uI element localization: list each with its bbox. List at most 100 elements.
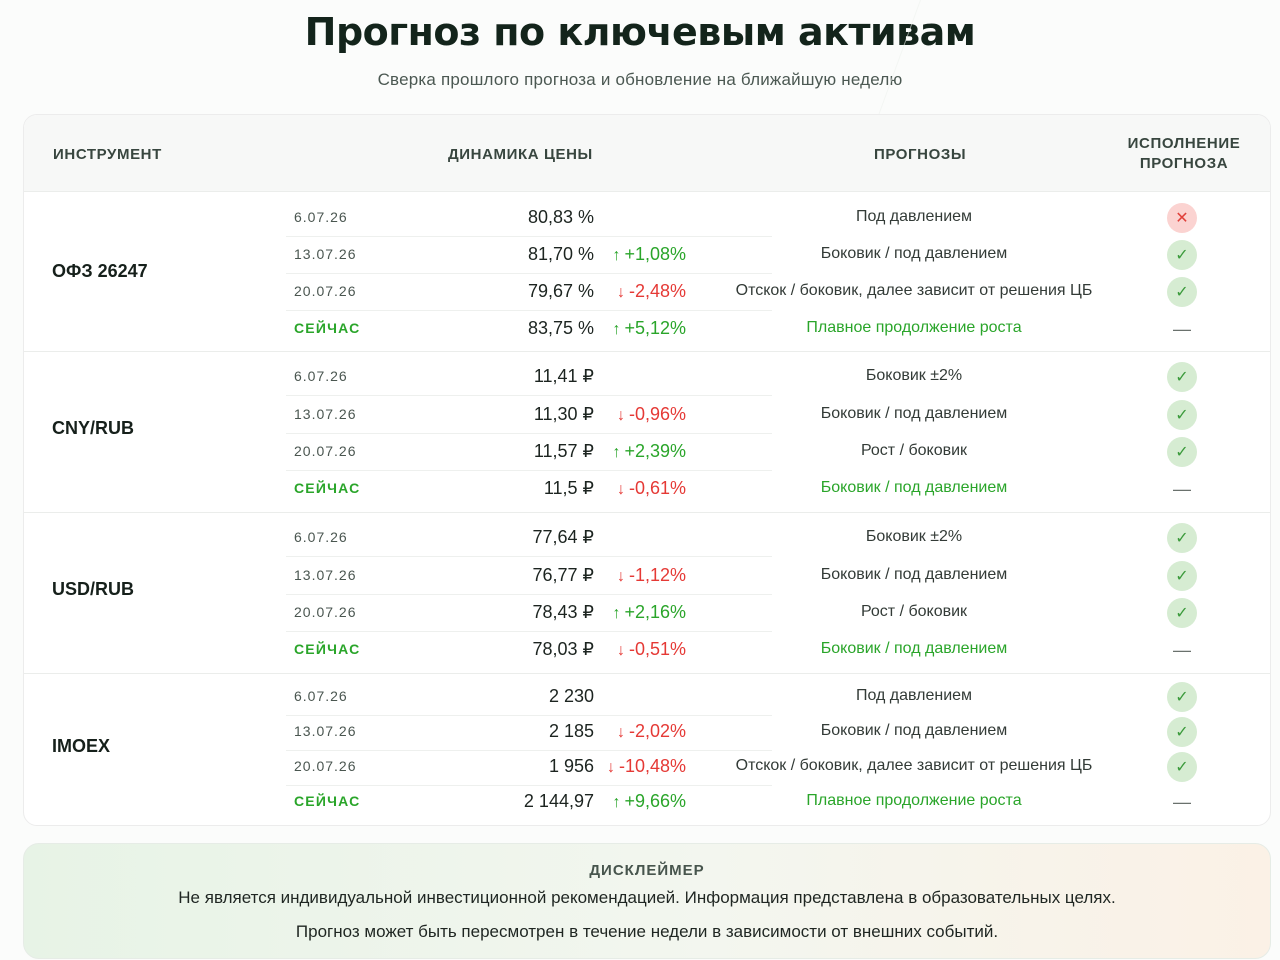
price-change: ↑ +2,39% [596, 441, 686, 462]
instrument-group: IMOEX 6.07.26 2 230 Под давлением ✓ 13.07.26 2… [24, 674, 1270, 824]
price-value: 2 230 [548, 686, 594, 706]
arrow-down-icon: ↓ [606, 759, 615, 776]
arrow-down-icon: ↓ [616, 481, 625, 498]
table-row: 20.07.26 78,43 ₽ ↑ +2,16% Рост / боковик ✓ [24, 595, 1270, 632]
arrow-up-icon: ↑ [612, 444, 621, 461]
price-value: 78,43 ₽ [532, 602, 595, 622]
forecast-text: Боковик / под давлением [820, 640, 1008, 657]
row-date: 20.07.26 [294, 758, 357, 774]
check-icon: ✓ [1167, 400, 1197, 430]
forecast-text: Рост / боковик [860, 603, 968, 620]
price-change: ↓ -1,12% [596, 565, 686, 586]
table-row: 13.07.26 76,77 ₽ ↓ -1,12% Боковик / под давл… [24, 558, 1270, 595]
row-date: 13.07.26 [294, 723, 357, 739]
row-divider [286, 470, 772, 471]
check-icon: ✓ [1167, 277, 1197, 307]
price-value: 78,03 ₽ [532, 639, 595, 659]
table-row: 13.07.26 11,30 ₽ ↓ -0,96% Боковик / под давл… [24, 397, 1270, 434]
change-percent: +9,66% [624, 791, 686, 811]
arrow-down-icon: ↓ [616, 407, 625, 424]
page-subtitle: Сверка прошлого прогноза и обновление на… [377, 70, 903, 89]
arrow-up-icon: ↑ [612, 605, 621, 622]
table-row: 6.07.26 77,64 ₽ Боковик ±2% ✓ [24, 520, 1270, 557]
instrument-name: IMOEX [52, 736, 111, 756]
instrument-group: ОФЗ 26247 6.07.26 80,83 % Под давлением ✕ 13.… [24, 192, 1270, 352]
change-percent: -0,51% [628, 639, 686, 659]
row-date: 6.07.26 [294, 688, 348, 704]
price-value: 11,57 ₽ [533, 441, 594, 461]
column-header-instrument: ИНСТРУМЕНТ [53, 146, 162, 163]
cross-icon: ✕ [1167, 203, 1197, 233]
row-divider [286, 750, 772, 751]
arrow-down-icon: ↓ [616, 284, 625, 301]
current-period-label: СЕЙЧАС [294, 320, 361, 336]
change-percent: +2,16% [624, 602, 686, 622]
table-header: ИНСТРУМЕНТ ДИНАМИКА ЦЕНЫ ПРОГНОЗЫ ИСПОЛН… [24, 115, 1270, 192]
check-icon: ✓ [1167, 561, 1197, 591]
table-row: 13.07.26 81,70 % ↑ +1,08% Боковик / под давл… [24, 237, 1270, 274]
table-row: 20.07.26 79,67 % ↓ -2,48% Отскок / боковик, … [24, 274, 1270, 311]
current-period-label: СЕЙЧАС [294, 793, 361, 809]
table-row: 13.07.26 2 185 ↓ -2,02% Боковик / под давлен… [24, 714, 1270, 751]
arrow-down-icon: ↓ [616, 568, 625, 585]
dash-icon: — [1173, 791, 1191, 812]
row-divider [286, 395, 772, 396]
row-divider [286, 785, 772, 786]
forecast-text: Боковик ±2% [865, 528, 963, 545]
table-row: 20.07.26 11,57 ₽ ↑ +2,39% Рост / боковик ✓ [24, 434, 1270, 471]
forecast-text: Боковик / под давлением [820, 566, 1008, 583]
change-percent: -1,12% [628, 565, 686, 585]
table-row: 6.07.26 2 230 Под давлением ✓ [24, 679, 1270, 716]
forecast-text: Боковик / под давлением [820, 479, 1008, 496]
check-icon: ✓ [1167, 437, 1197, 467]
check-icon: ✓ [1167, 240, 1197, 270]
change-percent: -10,48% [618, 756, 686, 776]
column-header-execution-line2: ПРОГНОЗА [1139, 155, 1229, 172]
current-period-label: СЕЙЧАС [294, 641, 361, 657]
instrument-group: CNY/RUB 6.07.26 11,41 ₽ Боковик ±2% ✓ 13.07.2… [24, 352, 1270, 513]
price-change: ↓ -2,02% [596, 721, 686, 742]
forecast-text: Под давлением [855, 687, 973, 704]
price-change: ↓ -2,48% [596, 281, 686, 302]
forecast-text: Боковик / под давлением [820, 722, 1008, 739]
instrument-group: USD/RUB 6.07.26 77,64 ₽ Боковик ±2% ✓ 13.07.2… [24, 513, 1270, 674]
price-value: 76,77 ₽ [532, 565, 595, 585]
row-date: 6.07.26 [294, 368, 348, 384]
page-header: Прогноз по ключевым активам Сверка прошл… [0, 0, 1280, 112]
price-value: 11,30 ₽ [533, 404, 594, 424]
dash-icon: — [1173, 639, 1191, 660]
row-divider [286, 715, 772, 716]
price-change: ↑ +1,08% [596, 244, 686, 265]
row-date: 6.07.26 [294, 529, 348, 545]
table-row: СЕЙЧАС 11,5 ₽ ↓ -0,61% Боковик / под давлени… [24, 471, 1270, 508]
row-divider [286, 631, 772, 632]
dash-icon: — [1173, 318, 1191, 339]
price-value: 81,70 % [527, 244, 594, 264]
row-date: 20.07.26 [294, 443, 357, 459]
disclaimer-title: ДИСКЛЕЙМЕР [589, 862, 705, 879]
arrow-down-icon: ↓ [616, 642, 625, 659]
change-percent: -0,61% [628, 478, 686, 498]
check-icon: ✓ [1167, 717, 1197, 747]
forecast-text: Боковик / под давлением [820, 405, 1008, 422]
disclaimer-line-2: Прогноз может быть пересмотрен в течение… [295, 922, 999, 941]
price-change: ↑ +2,16% [596, 602, 686, 623]
table-row: 20.07.26 1 956 ↓ -10,48% Отскок / боковик, д… [24, 749, 1270, 786]
current-period-label: СЕЙЧАС [294, 480, 361, 496]
disclaimer-panel: ДИСКЛЕЙМЕР Не является индивидуальной ин… [23, 843, 1271, 959]
row-date: 13.07.26 [294, 246, 357, 262]
forecast-text: Отскок / боковик, далее зависит от решен… [735, 282, 1093, 299]
price-value: 11,5 ₽ [543, 478, 594, 498]
row-divider [286, 433, 772, 434]
forecast-text: Отскок / боковик, далее зависит от решен… [735, 757, 1093, 774]
row-date: 13.07.26 [294, 567, 357, 583]
row-divider [286, 273, 772, 274]
change-percent: -2,48% [628, 281, 686, 301]
price-change: ↓ -0,96% [596, 404, 686, 425]
change-percent: -2,02% [628, 721, 686, 741]
row-divider [286, 556, 772, 557]
table-body: ОФЗ 26247 6.07.26 80,83 % Под давлением ✕ 13.… [24, 192, 1270, 824]
row-divider [286, 236, 772, 237]
price-value: 11,41 ₽ [533, 366, 594, 386]
page-title: Прогноз по ключевым активам [304, 10, 976, 54]
